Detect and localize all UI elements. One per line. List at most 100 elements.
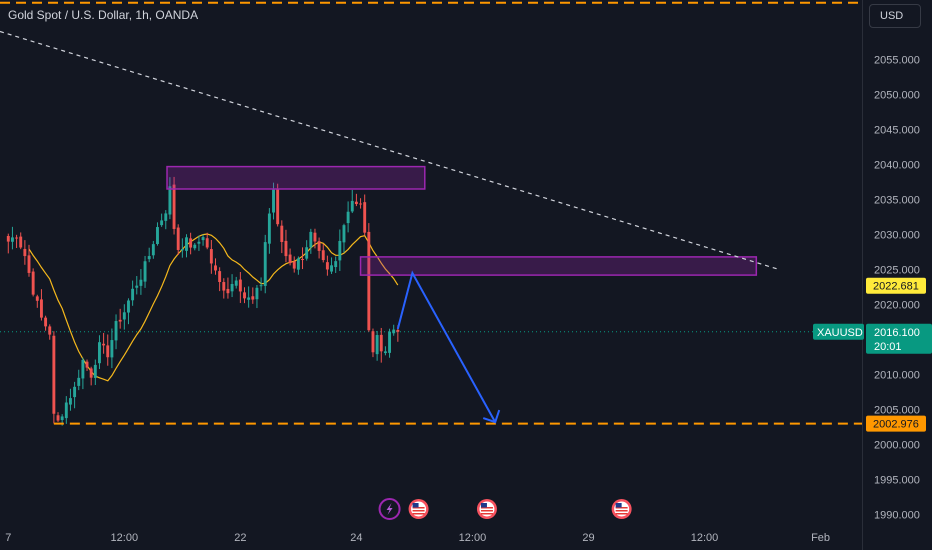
candle bbox=[180, 238, 184, 258]
candle bbox=[363, 194, 367, 236]
candle-body bbox=[334, 261, 338, 268]
us-flag-icon[interactable] bbox=[611, 499, 632, 519]
candle-body bbox=[363, 202, 367, 233]
price-tick-label: 2010.000 bbox=[874, 370, 920, 382]
candle bbox=[85, 359, 89, 371]
candle-body bbox=[110, 340, 114, 358]
candle bbox=[172, 176, 176, 235]
price-level-tag: 2022.681 bbox=[866, 277, 926, 294]
candle-body bbox=[151, 244, 155, 256]
price-tick-label: 2040.000 bbox=[874, 160, 920, 172]
candle-body bbox=[255, 287, 259, 300]
candle bbox=[139, 269, 143, 295]
price-tick-label: 2000.000 bbox=[874, 440, 920, 452]
candle bbox=[197, 235, 201, 251]
last-price-tag: 2016.100 20:01 bbox=[866, 323, 932, 354]
dividend-bolt-icon[interactable] bbox=[378, 498, 401, 520]
candle-body bbox=[309, 231, 313, 248]
candle-body bbox=[222, 282, 226, 291]
time-tick-label: 29 bbox=[582, 532, 594, 544]
candle-body bbox=[102, 343, 106, 346]
candle-body bbox=[85, 361, 89, 368]
price-tick-label: 2045.000 bbox=[874, 125, 920, 137]
candle-body bbox=[379, 334, 383, 352]
price-tick-label: 2050.000 bbox=[874, 90, 920, 102]
candle-body bbox=[60, 416, 64, 421]
candle bbox=[251, 287, 255, 304]
resistance-zone[interactable] bbox=[166, 165, 426, 190]
candle-body bbox=[234, 280, 238, 286]
price-tick-label: 2055.000 bbox=[874, 55, 920, 67]
price-axis-panel[interactable] bbox=[862, 0, 932, 550]
candle bbox=[93, 359, 97, 385]
candle bbox=[292, 256, 296, 273]
candle-body bbox=[93, 364, 97, 378]
candle bbox=[23, 240, 27, 265]
candle-body bbox=[218, 271, 222, 283]
candle bbox=[301, 247, 304, 270]
candle-body bbox=[238, 279, 242, 292]
candle-body bbox=[164, 213, 168, 221]
projection-path[interactable] bbox=[396, 270, 497, 423]
last-price-label: 2016.100 bbox=[874, 327, 920, 339]
chart-lines-layer bbox=[0, 1, 932, 333]
candle bbox=[305, 240, 309, 261]
candle bbox=[392, 324, 396, 336]
candle bbox=[176, 224, 180, 255]
candle-body bbox=[135, 285, 139, 288]
candle bbox=[267, 208, 271, 254]
candle bbox=[379, 327, 383, 363]
candle-body bbox=[392, 329, 396, 334]
candle-body bbox=[383, 351, 387, 354]
candle-body bbox=[77, 377, 81, 386]
candle bbox=[98, 335, 101, 370]
candle-body bbox=[205, 238, 209, 248]
candle bbox=[350, 189, 354, 214]
candle-body bbox=[56, 415, 60, 421]
candle-body bbox=[69, 398, 72, 405]
price-tick-label: 1995.000 bbox=[874, 475, 920, 487]
candle-body bbox=[375, 335, 379, 355]
candle-body bbox=[301, 259, 304, 261]
time-tick-label: 12:00 bbox=[459, 532, 487, 544]
candle-body bbox=[143, 261, 147, 282]
price-level-label: 2022.681 bbox=[873, 281, 919, 293]
events-layer bbox=[378, 498, 632, 520]
trendline[interactable] bbox=[0, 30, 780, 271]
resistance-zone[interactable] bbox=[359, 256, 758, 276]
time-tick-label: 24 bbox=[350, 532, 362, 544]
candle-body bbox=[48, 326, 52, 335]
candle-body bbox=[27, 255, 31, 273]
us-flag-icon[interactable] bbox=[408, 499, 429, 519]
candle bbox=[77, 369, 81, 391]
price-tick-label: 2020.000 bbox=[874, 300, 920, 312]
candle bbox=[334, 256, 338, 273]
candle bbox=[147, 247, 151, 263]
candle-body bbox=[176, 227, 180, 250]
currency-button[interactable]: USD bbox=[869, 4, 921, 28]
price-tick-label: 2030.000 bbox=[874, 230, 920, 242]
candle-body bbox=[367, 231, 371, 331]
candle-body bbox=[106, 345, 110, 358]
candle bbox=[10, 226, 14, 250]
candle-body bbox=[147, 256, 151, 260]
candle-body bbox=[180, 249, 184, 251]
candle bbox=[234, 276, 238, 289]
countdown-label: 20:01 bbox=[874, 341, 902, 353]
candle-body bbox=[114, 321, 118, 341]
candle-body bbox=[230, 283, 234, 292]
candle-body bbox=[139, 279, 143, 286]
candle-body bbox=[197, 241, 201, 244]
candles-layer bbox=[6, 176, 400, 426]
time-tick-label: 12:00 bbox=[691, 532, 719, 544]
us-flag-icon[interactable] bbox=[476, 499, 497, 519]
candle bbox=[209, 240, 213, 274]
time-tick-label: Feb bbox=[811, 532, 830, 544]
candle-body bbox=[342, 225, 346, 243]
candle-body bbox=[127, 300, 130, 313]
symbol-title[interactable]: Gold Spot / U.S. Dollar, 1h, OANDA bbox=[8, 8, 199, 22]
candle bbox=[52, 331, 56, 424]
candle bbox=[160, 213, 164, 227]
candle-body bbox=[64, 402, 68, 419]
